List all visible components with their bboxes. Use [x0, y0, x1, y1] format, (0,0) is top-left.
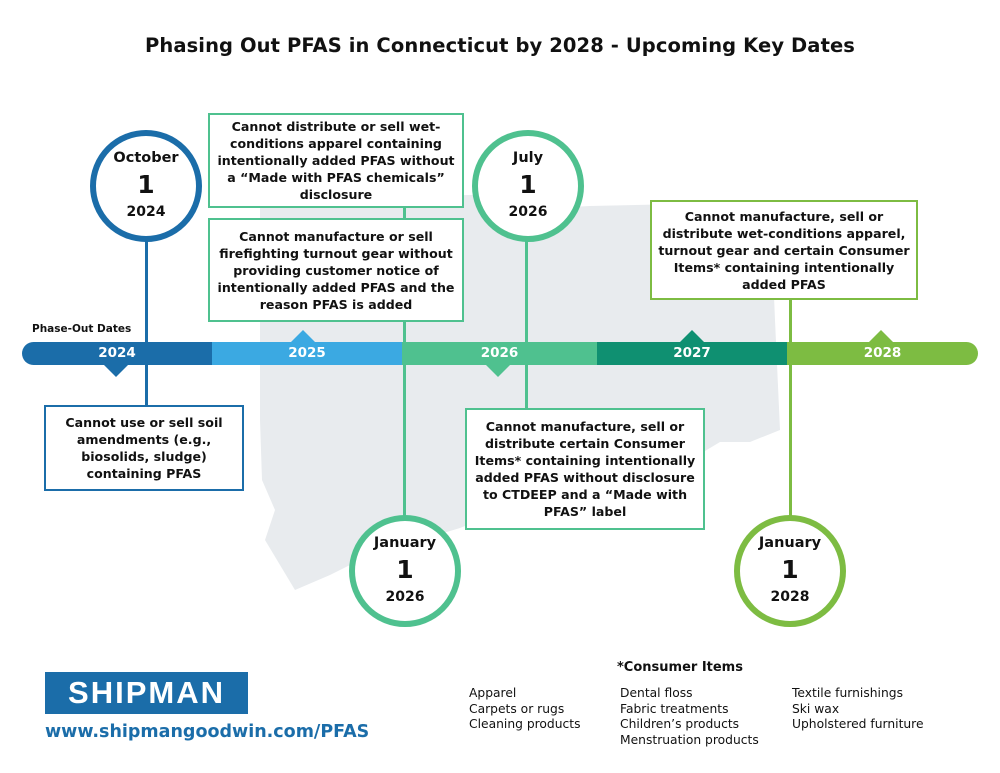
page-title: Phasing Out PFAS in Connecticut by 2028 …: [144, 34, 856, 57]
date-year: 2026: [385, 589, 425, 605]
shipman-logo: SHIPMAN: [45, 672, 248, 714]
date-day: 1: [781, 555, 799, 584]
date-circle-jan2026: January 1 2026: [349, 515, 461, 627]
date-year: 2028: [770, 589, 810, 605]
date-year: 2024: [126, 204, 166, 220]
date-month: January: [373, 535, 437, 551]
timeline-segment-2025: 2025: [212, 342, 402, 365]
list-item: Apparel: [469, 686, 517, 700]
list-item: Cleaning products: [469, 717, 581, 731]
list-item: Children’s products: [620, 717, 740, 731]
list-item: Carpets or rugs: [469, 701, 565, 716]
date-circle-jul2026: July 1 2026: [472, 130, 584, 242]
ban-2028-box: Cannot manufacture, sell or distribute w…: [650, 200, 918, 300]
connector-jul2026: [525, 225, 528, 410]
date-month: January: [758, 535, 822, 551]
list-item: Ski wax: [792, 701, 840, 716]
timeline-segment-2028: 2028: [787, 342, 978, 365]
date-month: October: [113, 150, 179, 166]
phase-out-dates-label: Phase-Out Dates: [32, 323, 132, 335]
date-month: July: [512, 150, 544, 166]
wet-apparel-2026-box: Cannot distribute or sell wet-conditions…: [208, 113, 464, 208]
timeline-segment-2026: 2026: [402, 342, 597, 365]
marker-2027: [680, 330, 704, 342]
date-day: 1: [137, 170, 155, 199]
date-day: 1: [396, 555, 414, 584]
consumer-items-col1: Apparel Carpets or rugs Cleaning product…: [469, 686, 581, 733]
date-year: 2026: [508, 204, 548, 220]
date-circle-jan2028: January 1 2028: [734, 515, 846, 627]
timeline-segment-2027: 2027: [597, 342, 787, 365]
marker-2026: [486, 365, 510, 377]
list-item: Fabric treatments: [620, 701, 729, 716]
consumer-items-col3: Textile furnishings Ski wax Upholstered …: [792, 686, 924, 733]
soil-amendments-box: Cannot use or sell soil amendments (e.g.…: [44, 405, 244, 491]
list-item: Dental floss: [620, 686, 693, 700]
date-day: 1: [519, 170, 537, 199]
consumer-items-title: *Consumer Items: [617, 660, 743, 675]
turnout-gear-box: Cannot manufacture or sell firefighting …: [208, 218, 464, 322]
date-circle-oct2024: October 1 2024: [90, 130, 202, 242]
timeline-segment-2024: 2024: [22, 342, 212, 365]
consumer-items-col2: Dental floss Fabric treatments Children’…: [620, 686, 759, 748]
marker-2024: [104, 365, 128, 377]
list-item: Textile furnishings: [792, 686, 903, 700]
website-link[interactable]: www.shipmangoodwin.com/PFAS: [45, 722, 370, 742]
marker-2025: [291, 330, 315, 342]
consumer-items-2026-box: Cannot manufacture, sell or distribute c…: [465, 408, 705, 530]
list-item: Menstruation products: [620, 732, 759, 747]
connector-jan2028: [789, 300, 792, 530]
marker-2028: [869, 330, 893, 342]
list-item: Upholstered furniture: [792, 717, 924, 731]
